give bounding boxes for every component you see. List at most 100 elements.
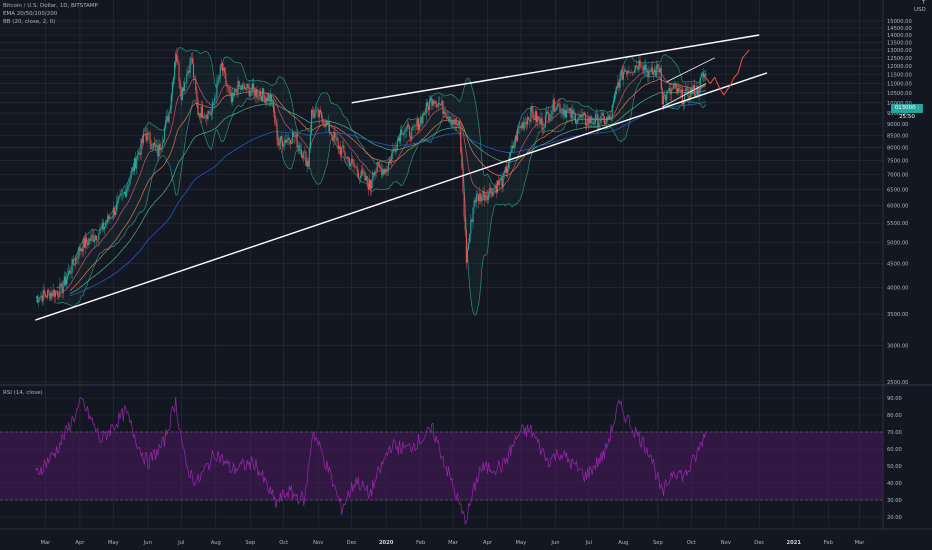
candle [175, 51, 177, 68]
candle [84, 232, 87, 255]
candle [584, 112, 587, 130]
candle [674, 81, 676, 90]
candle [60, 282, 62, 288]
candle [635, 65, 637, 74]
candle [186, 68, 188, 89]
rsi-indicator-label[interactable]: RSI (14, close) [3, 390, 43, 396]
rsi-series [35, 396, 707, 526]
candle [705, 70, 707, 82]
candle [155, 138, 157, 152]
candle [116, 195, 118, 215]
candle [259, 87, 261, 100]
candle [62, 280, 64, 299]
candle [620, 67, 622, 81]
candle [616, 85, 618, 96]
candle [615, 87, 617, 100]
candle [226, 80, 228, 93]
candle [332, 134, 334, 142]
candle [661, 88, 663, 106]
candle [248, 80, 250, 101]
candle [508, 156, 510, 172]
candle [218, 74, 220, 84]
candle [542, 121, 544, 135]
candle [685, 82, 687, 95]
candle [664, 90, 666, 97]
date-tick-label: Sep [245, 540, 255, 546]
candle [658, 63, 660, 79]
channel-upper-line[interactable] [351, 34, 760, 104]
candle [388, 158, 391, 166]
bb-indicator-label[interactable]: BB (20, close, 2, 0) [3, 19, 56, 25]
candle [82, 236, 84, 257]
candle [402, 133, 404, 136]
candle [375, 167, 377, 178]
candle [135, 151, 137, 170]
candle [574, 112, 577, 124]
date-tick-label: Nov [721, 540, 731, 546]
candle [50, 286, 52, 302]
candle [206, 113, 208, 126]
candle [265, 96, 267, 108]
channel-lower-line[interactable] [35, 72, 768, 321]
candle [401, 124, 403, 136]
date-tick-label: Jun [143, 540, 152, 546]
main-legend: Bitcoin / U.S. Dollar, 1D, BITSTAMP EMA … [3, 2, 98, 26]
wedge-lower-line[interactable] [662, 83, 706, 108]
candle [128, 177, 130, 193]
candle [83, 235, 85, 249]
candle [143, 133, 146, 136]
candle [43, 286, 45, 300]
candle [97, 239, 99, 244]
candle [594, 111, 597, 127]
candle [449, 116, 451, 123]
candle [341, 146, 343, 162]
ema-indicator-label[interactable]: EMA 20/50/100/200 [3, 11, 58, 17]
candle [583, 111, 585, 115]
candle [568, 107, 570, 113]
candle [98, 231, 100, 247]
candle [361, 165, 363, 179]
candle [190, 53, 192, 66]
candle [55, 290, 58, 295]
candle [540, 111, 542, 126]
symbol-title[interactable]: Bitcoin / U.S. Dollar, 1D, BITSTAMP [3, 3, 98, 9]
candle [100, 226, 102, 232]
candle [567, 104, 569, 113]
candle [473, 196, 475, 214]
candle [290, 137, 293, 145]
candle [694, 79, 696, 99]
candle [523, 118, 525, 132]
date-tick-label: Oct [279, 540, 288, 546]
candle [671, 86, 673, 92]
rsi-line [35, 396, 707, 526]
candle [246, 82, 248, 93]
candle [413, 123, 415, 131]
candle [68, 264, 70, 276]
candle [316, 106, 318, 110]
candle [302, 152, 304, 160]
wedge-upper-line[interactable] [666, 57, 715, 83]
candle [152, 142, 154, 151]
candle [439, 96, 441, 108]
candle [569, 107, 571, 116]
candle [272, 97, 274, 106]
candle [230, 89, 232, 105]
candle [53, 288, 55, 304]
candle [476, 190, 479, 201]
candle [637, 65, 639, 72]
candle [484, 192, 486, 202]
candle [224, 66, 226, 79]
candle [108, 213, 110, 222]
candle [63, 271, 65, 287]
forecast-path[interactable] [703, 49, 750, 96]
candle [329, 131, 332, 135]
candle [572, 107, 574, 119]
candle [54, 290, 56, 303]
candle [276, 118, 278, 147]
candle [337, 137, 339, 155]
candle [559, 97, 561, 113]
candle [269, 88, 271, 107]
candle [445, 112, 447, 122]
